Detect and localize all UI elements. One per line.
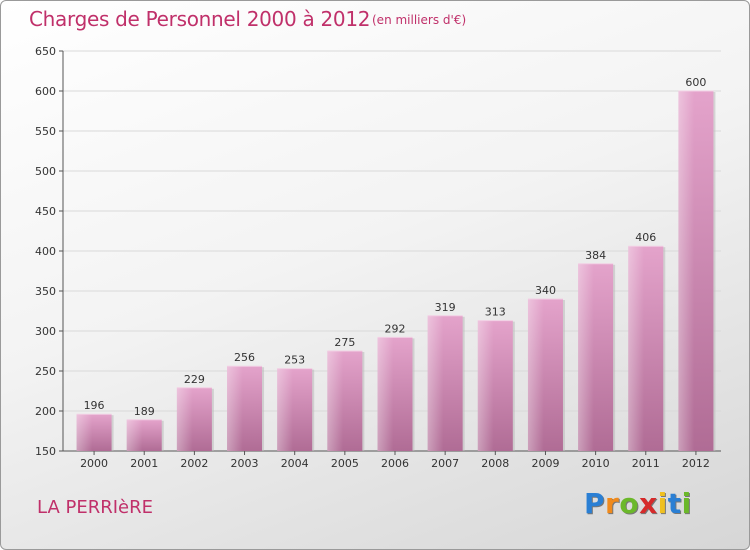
value-label: 253 bbox=[284, 354, 305, 367]
x-tick-label: 2004 bbox=[281, 457, 309, 470]
chart-title: Charges de Personnel 2000 à 2012 bbox=[29, 7, 371, 31]
x-tick-label: 2011 bbox=[632, 457, 660, 470]
logo-letter: o bbox=[619, 487, 640, 520]
bar-highlight bbox=[477, 320, 494, 451]
commune-name: LA PERRIèRE bbox=[37, 497, 153, 518]
bar-highlight bbox=[578, 263, 594, 451]
y-tick-label: 400 bbox=[35, 245, 56, 258]
value-label: 256 bbox=[234, 351, 255, 364]
y-tick-label: 550 bbox=[35, 125, 56, 138]
value-label: 600 bbox=[685, 76, 706, 89]
x-tick-label: 2006 bbox=[381, 457, 409, 470]
logo-letter: x bbox=[639, 487, 658, 520]
value-label: 292 bbox=[385, 322, 406, 335]
x-tick-label: 2010 bbox=[582, 457, 610, 470]
bar-highlight bbox=[176, 387, 193, 451]
y-tick-label: 450 bbox=[35, 205, 56, 218]
bar-highlight bbox=[277, 368, 293, 451]
logo-letter: t bbox=[667, 487, 682, 520]
value-label: 313 bbox=[485, 306, 506, 319]
logo-letter: P bbox=[584, 487, 606, 520]
x-tick-label: 2007 bbox=[431, 457, 459, 470]
x-tick-label: 2003 bbox=[231, 457, 259, 470]
value-label: 196 bbox=[84, 399, 105, 412]
bar-highlight bbox=[427, 315, 444, 451]
x-tick-label: 2008 bbox=[481, 457, 509, 470]
logo-letter: i bbox=[681, 487, 692, 520]
value-label: 384 bbox=[585, 249, 606, 262]
x-tick-label: 2000 bbox=[80, 457, 108, 470]
value-label: 406 bbox=[635, 231, 656, 244]
chart-subtitle: (en milliers d'€) bbox=[372, 13, 467, 27]
bar-highlight bbox=[377, 337, 394, 451]
logo-letter: i bbox=[657, 487, 668, 520]
x-tick-label: 2001 bbox=[130, 457, 158, 470]
value-label: 189 bbox=[134, 405, 155, 418]
value-label: 275 bbox=[334, 336, 355, 349]
bar-highlight bbox=[126, 419, 143, 451]
bar-highlight bbox=[678, 91, 695, 451]
bar-highlight bbox=[76, 414, 93, 451]
bar-highlight bbox=[628, 246, 645, 451]
x-tick-label: 2002 bbox=[180, 457, 208, 470]
value-label: 229 bbox=[184, 373, 205, 386]
bar-highlight bbox=[327, 351, 344, 451]
x-tick-label: 2009 bbox=[531, 457, 559, 470]
y-tick-label: 500 bbox=[35, 165, 56, 178]
value-label: 319 bbox=[435, 301, 456, 314]
value-label: 340 bbox=[535, 284, 556, 297]
y-tick-label: 600 bbox=[35, 85, 56, 98]
bar-highlight bbox=[227, 366, 243, 451]
y-tick-label: 350 bbox=[35, 285, 56, 298]
x-tick-label: 2012 bbox=[682, 457, 710, 470]
proxiti-logo: Proxiti bbox=[584, 487, 692, 520]
x-tick-label: 2005 bbox=[331, 457, 359, 470]
bar-highlight bbox=[527, 299, 544, 451]
y-tick-label: 150 bbox=[35, 445, 56, 458]
y-tick-label: 300 bbox=[35, 325, 56, 338]
y-tick-label: 650 bbox=[35, 45, 56, 58]
y-tick-label: 250 bbox=[35, 365, 56, 378]
y-tick-label: 200 bbox=[35, 405, 56, 418]
logo-letter: r bbox=[605, 487, 620, 520]
